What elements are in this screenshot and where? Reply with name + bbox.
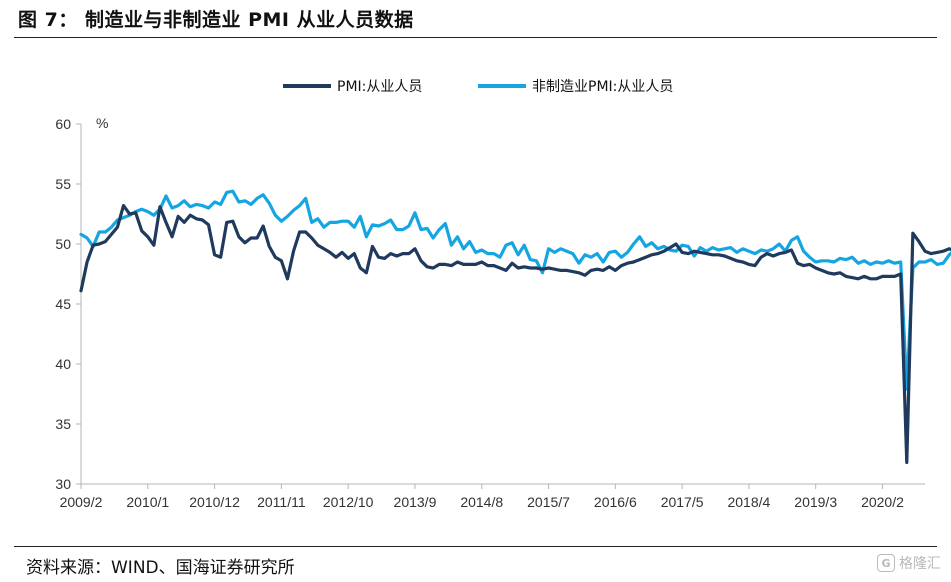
- watermark: G 格隆汇: [877, 553, 941, 573]
- x-tick-label: 2019/3: [794, 494, 837, 510]
- bottom-rule: [14, 546, 937, 547]
- y-axis-unit-label: %: [96, 115, 108, 131]
- y-tick-label: 55: [55, 176, 71, 192]
- x-tick-label: 2017/5: [661, 494, 704, 510]
- series-lines: [79, 189, 951, 464]
- top-rule: [14, 37, 937, 38]
- y-tick-label: 45: [55, 296, 71, 312]
- watermark-logo-icon: G: [877, 554, 895, 572]
- x-tick-label: 2012/10: [323, 494, 374, 510]
- series-line-manufacturing: [79, 204, 951, 464]
- chart-legend: PMI:从业人员 非制造业PMI:从业人员: [283, 79, 673, 95]
- y-tick-label: 50: [55, 236, 71, 252]
- x-tick-label: 2010/12: [189, 494, 240, 510]
- figure-title: 图 7： 制造业与非制造业 PMI 从业人员数据: [18, 9, 414, 31]
- x-tick-label: 2016/6: [594, 494, 637, 510]
- y-tick-label: 60: [55, 116, 71, 132]
- legend-label-manufacturing: PMI:从业人员: [337, 79, 422, 95]
- x-tick-label: 2011/11: [257, 494, 306, 510]
- y-tick-label: 35: [55, 416, 71, 432]
- axes: 30 35 40 45 50 55 60 2009/2 2010/1 2010/12 2011/11…: [55, 116, 925, 510]
- watermark-text: 格隆汇: [899, 556, 941, 572]
- legend-label-non-manufacturing: 非制造业PMI:从业人员: [532, 79, 673, 95]
- x-tick-label: 2010/1: [126, 494, 169, 510]
- x-tick-label: 2018/4: [727, 494, 770, 510]
- y-tick-label: 40: [55, 356, 71, 372]
- x-tick-label: 2020/2: [861, 494, 904, 510]
- x-tick-label: 2013/9: [394, 494, 437, 510]
- series-line-non-manufacturing: [79, 189, 951, 391]
- x-tick-label: 2014/8: [460, 494, 503, 510]
- x-tick-label: 2009/2: [60, 494, 103, 510]
- source-note: 资料来源：WIND、国海证券研究所: [26, 558, 295, 578]
- x-tick-label: 2015/7: [527, 494, 570, 510]
- y-tick-label: 30: [55, 476, 71, 492]
